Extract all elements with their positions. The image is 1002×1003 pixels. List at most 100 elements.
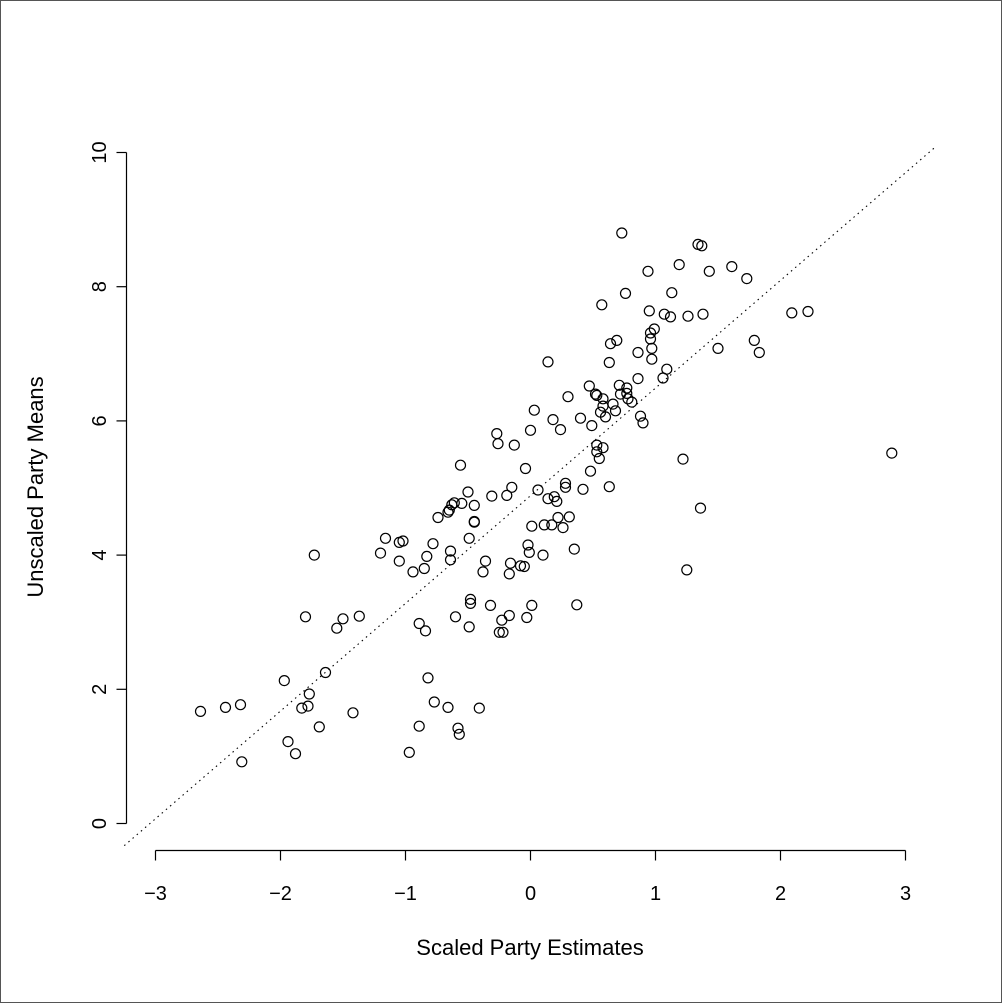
y-axis-title: Unscaled Party Means (23, 376, 48, 597)
y-tick-label: 8 (89, 281, 111, 292)
data-point (802, 305, 814, 318)
data-point (584, 465, 597, 477)
data-point (563, 511, 575, 523)
data-point (219, 701, 232, 714)
data-point (491, 428, 503, 440)
y-tick-label: 10 (89, 141, 111, 163)
data-point (526, 520, 538, 532)
data-point (419, 625, 432, 637)
data-point (609, 405, 622, 417)
data-point (374, 547, 387, 559)
data-point (621, 387, 633, 399)
data-point (603, 481, 615, 493)
data-point (522, 539, 534, 551)
data-point (463, 621, 475, 633)
data-point (597, 400, 609, 412)
data-point (607, 398, 619, 410)
data-point (621, 382, 633, 394)
x-axis: −3 −2 −1 0 1 2 3 (144, 849, 911, 905)
y-tick-label: 0 (89, 818, 111, 829)
data-point (551, 495, 563, 507)
data-point (559, 481, 572, 493)
data-point (644, 327, 657, 339)
data-point (236, 756, 248, 768)
data-point (604, 338, 617, 350)
data-point (468, 499, 480, 511)
data-point (591, 389, 603, 401)
data-point (616, 227, 628, 239)
data-point (703, 265, 715, 277)
data-point (479, 555, 492, 567)
data-point (413, 720, 425, 732)
data-point (421, 550, 433, 563)
data-point (642, 265, 654, 277)
data-point (619, 287, 632, 299)
y-tick-label: 6 (89, 415, 111, 426)
data-point (552, 511, 564, 524)
data-point (393, 555, 405, 567)
data-point (599, 411, 612, 423)
data-point (697, 308, 709, 320)
data-point (468, 515, 480, 528)
data-point (418, 562, 430, 575)
data-point (646, 353, 658, 365)
data-point (514, 560, 527, 572)
data-point (493, 626, 505, 638)
data-point (442, 701, 454, 714)
x-tick-label: 2 (775, 883, 786, 905)
data-point (571, 599, 583, 611)
data-point (319, 666, 332, 679)
data-point (444, 554, 457, 566)
data-point (537, 549, 549, 561)
data-point (484, 599, 497, 612)
data-point (591, 439, 603, 451)
data-point (596, 299, 608, 311)
data-point (637, 417, 649, 429)
data-point (632, 373, 644, 385)
data-point (712, 342, 724, 354)
data-point (613, 379, 625, 391)
data-point (449, 611, 462, 623)
data-point (462, 486, 474, 498)
data-point (546, 519, 558, 531)
data-point (632, 346, 644, 359)
data-point (407, 566, 419, 578)
data-point (593, 452, 605, 465)
data-point (696, 240, 708, 252)
data-point (331, 622, 343, 634)
y-tick-label: 4 (89, 550, 111, 561)
data-point (646, 342, 658, 354)
data-point (532, 484, 544, 496)
data-point (577, 483, 589, 495)
data-point (528, 404, 540, 416)
data-point (278, 674, 290, 687)
data-point (503, 568, 515, 580)
x-tick-label: −2 (269, 883, 292, 905)
data-point (492, 438, 504, 450)
data-point (664, 311, 677, 323)
data-point (302, 700, 314, 712)
data-point (403, 746, 415, 759)
data-point (586, 420, 598, 432)
data-point (603, 356, 615, 369)
x-tick-label: −3 (144, 883, 167, 905)
data-point (518, 560, 530, 573)
data-point (464, 597, 477, 610)
data-point (337, 613, 349, 625)
data-point (682, 310, 694, 322)
data-point (644, 333, 657, 345)
data-point (508, 439, 520, 451)
data-point (194, 705, 207, 718)
data-point (477, 566, 489, 578)
data-point (597, 393, 609, 405)
data-point (626, 396, 638, 408)
data-point (886, 447, 898, 459)
x-tick-label: 0 (525, 883, 536, 905)
data-point (521, 611, 533, 624)
data-point (504, 557, 517, 569)
data-point (524, 424, 537, 436)
data-point (554, 424, 567, 436)
reference-line (123, 145, 938, 847)
